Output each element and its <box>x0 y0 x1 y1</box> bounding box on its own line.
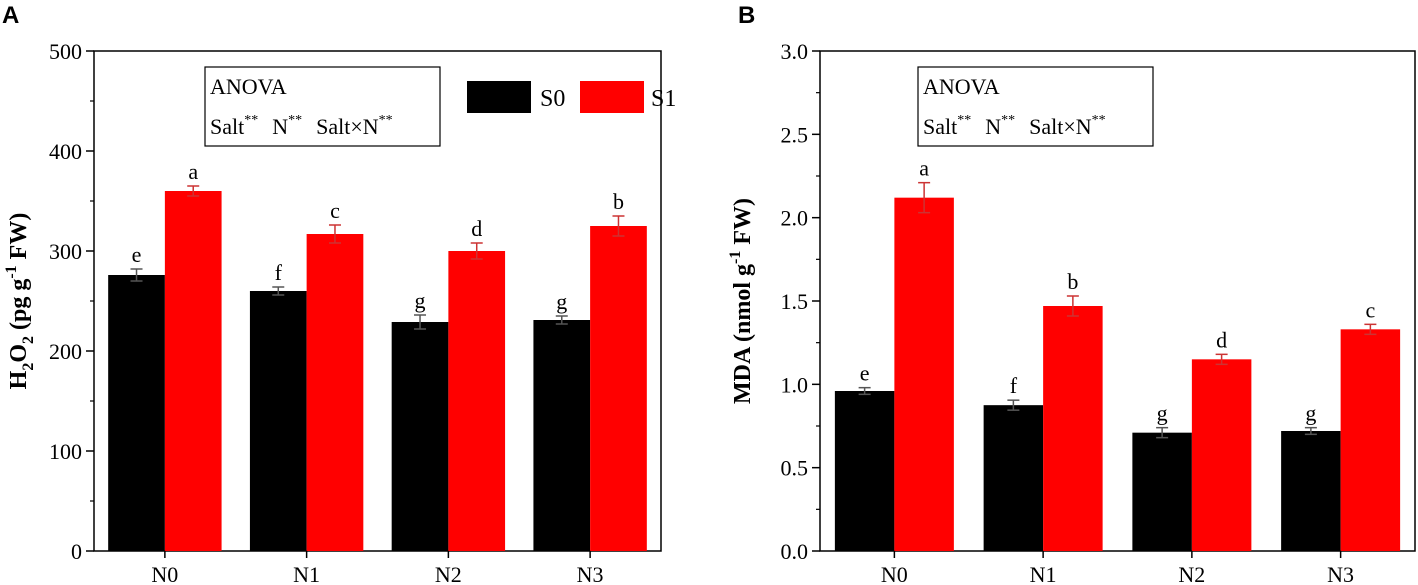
anova-title-b: ANOVA <box>923 74 1000 99</box>
y-tick-label: 400 <box>49 139 82 164</box>
significance-letter: g <box>1305 401 1316 426</box>
anova-box-b: ANOVA Salt** N** Salt×N** <box>917 66 1154 147</box>
x-tick-label: N1 <box>293 562 320 585</box>
bar-s0-n3 <box>533 320 591 551</box>
x-tick-label: N3 <box>577 562 604 585</box>
legend-label-s0: S0 <box>540 86 565 112</box>
y-tick-label: 1.5 <box>781 289 809 314</box>
bar-s1-n2 <box>1191 359 1252 551</box>
bar-s1-n1 <box>306 234 364 551</box>
significance-letter: e <box>860 361 870 386</box>
significance-letter: a <box>188 159 198 184</box>
x-axis-ticks-a: N0 N1 N2 N3 <box>151 551 604 585</box>
legend-swatch-s1 <box>580 81 644 113</box>
x-tick-label: N0 <box>151 562 178 585</box>
panel-label-b: B <box>738 2 755 29</box>
y-axis-label-a: H2O2 (pg g-1 FW) <box>3 213 37 390</box>
y-tick-label: 3.0 <box>781 39 809 64</box>
legend-swatch-s0 <box>467 81 531 113</box>
significance-letter: f <box>275 260 283 285</box>
significance-letter: g <box>415 288 426 313</box>
anova-title-a: ANOVA <box>210 74 287 99</box>
y-axis-ticks-a: 0 100 200 300 400 500 <box>49 39 94 564</box>
bar-s1-n3 <box>1340 329 1401 551</box>
bar-s0-n0 <box>834 391 895 551</box>
x-axis-ticks-b: N0 N1 N2 N3 <box>881 551 1354 585</box>
anova-terms-a: Salt** N** Salt×N** <box>210 113 393 139</box>
significance-letter: g <box>1157 401 1168 426</box>
panel-label-a: A <box>2 2 19 29</box>
bar-s1-n0 <box>164 191 222 551</box>
x-tick-label: N0 <box>881 562 908 585</box>
y-tick-label: 2.5 <box>781 122 809 147</box>
significance-letter: b <box>1067 269 1078 294</box>
bar-s0-n2 <box>391 322 449 551</box>
panel-a: A 0 100 200 300 400 500 N0 N1 N2 N3 e a f c g d g b H2O… <box>2 2 676 585</box>
y-tick-label: 300 <box>49 239 82 264</box>
bar-s1-n1 <box>1043 306 1103 551</box>
bar-s1-n2 <box>448 251 506 551</box>
significance-letter: f <box>1010 373 1018 398</box>
y-tick-label: 200 <box>49 339 82 364</box>
bars-b: e a f b g d g c <box>834 156 1401 551</box>
y-axis-ticks-b: 0.0 0.5 1.0 1.5 2.0 2.5 3.0 <box>781 39 820 564</box>
significance-letter: c <box>1365 297 1375 322</box>
significance-letter: b <box>613 189 624 214</box>
bar-s1-n0 <box>894 197 954 551</box>
bar-s0-n3 <box>1281 431 1341 551</box>
bar-s0-n0 <box>108 275 165 551</box>
bars-a: e a f c g d g b <box>108 159 647 551</box>
significance-letter: d <box>1216 327 1227 352</box>
x-tick-label: N2 <box>435 562 462 585</box>
y-tick-label: 0.5 <box>781 456 809 481</box>
anova-box-a: ANOVA Salt** N** Salt×N** <box>204 66 441 147</box>
bar-s1-n3 <box>590 226 647 551</box>
bar-s0-n2 <box>1132 432 1192 551</box>
x-tick-label: N1 <box>1030 562 1057 585</box>
y-tick-label: 2.0 <box>781 206 809 231</box>
significance-letter: c <box>330 198 340 223</box>
significance-letter: a <box>919 156 929 181</box>
panel-b: B 0.0 0.5 1.0 1.5 2.0 2.5 3.0 N0 N1 N2 N3 e a f b g d g… <box>727 2 1416 585</box>
x-tick-label: N2 <box>1178 562 1205 585</box>
y-axis-label-b: MDA (nmol g-1 FW) <box>727 198 756 404</box>
significance-letter: e <box>132 242 142 267</box>
bar-s0-n1 <box>249 291 307 551</box>
y-tick-label: 0.0 <box>781 539 809 564</box>
significance-letter: g <box>556 289 567 314</box>
y-tick-label: 1.0 <box>781 372 809 397</box>
y-tick-label: 0 <box>71 539 82 564</box>
y-tick-label: 100 <box>49 439 82 464</box>
y-tick-label: 500 <box>49 39 82 64</box>
significance-letter: d <box>471 216 482 241</box>
x-tick-label: N3 <box>1327 562 1354 585</box>
anova-terms-b: Salt** N** Salt×N** <box>923 113 1106 139</box>
legend-label-s1: S1 <box>651 86 676 112</box>
legend-a: S0 S1 <box>467 81 676 113</box>
bar-s0-n1 <box>983 405 1044 551</box>
